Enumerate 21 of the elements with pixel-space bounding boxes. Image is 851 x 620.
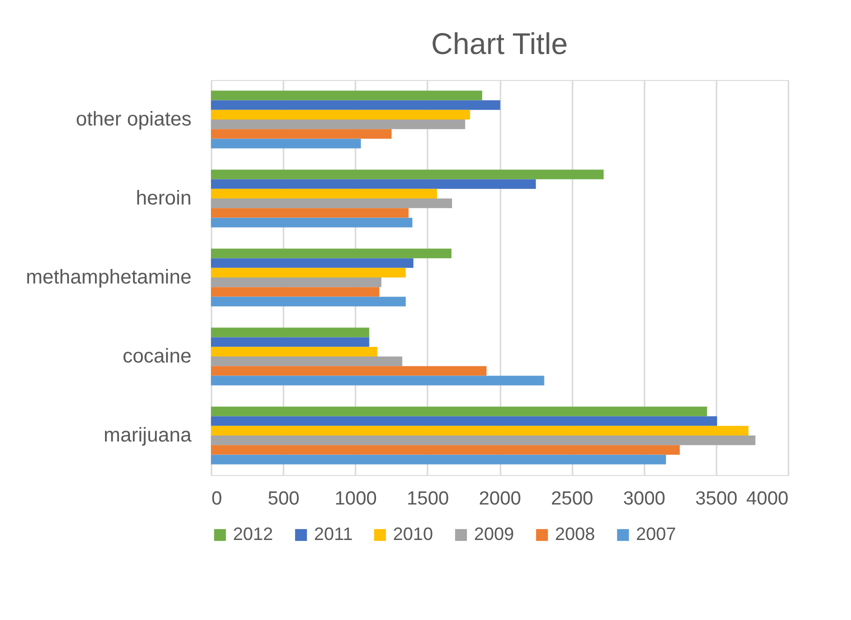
chart-title: Chart Title <box>431 28 568 61</box>
x-tick-label: 2500 <box>550 488 594 510</box>
x-tick-label: 3500 <box>695 488 738 510</box>
x-tick-label: 1000 <box>334 488 377 510</box>
x-tick-label: 3000 <box>623 488 666 510</box>
y-tick-label: heroin <box>136 188 192 210</box>
legend-label: 2009 <box>474 524 514 544</box>
x-tick-label: 2000 <box>478 488 522 510</box>
legend-label: 2008 <box>555 524 596 544</box>
y-tick-label: cocaine <box>122 346 192 368</box>
legend-label: 2012 <box>233 524 274 544</box>
y-tick-label: methamphetamine <box>26 266 192 288</box>
x-tick-label: 500 <box>268 488 300 510</box>
y-tick-label: other opiates <box>76 108 192 130</box>
legend-label: 2010 <box>393 524 434 544</box>
legend-label: 2011 <box>314 524 353 544</box>
x-tick-label: 0 <box>212 488 222 510</box>
y-tick-label: marijuana <box>104 424 192 446</box>
x-tick-label: 1500 <box>406 488 450 510</box>
legend-label: 2007 <box>636 524 676 544</box>
x-tick-label: 4000 <box>746 488 788 510</box>
